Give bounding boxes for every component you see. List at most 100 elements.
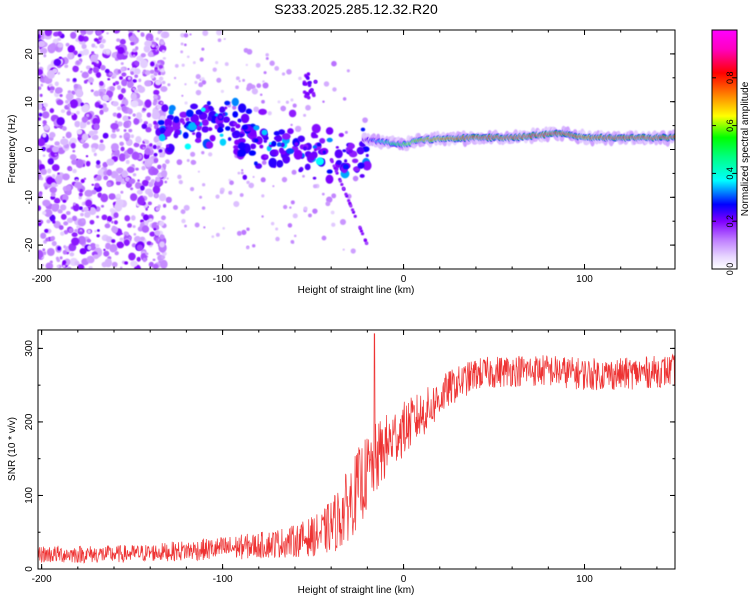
heatmap-blob xyxy=(38,68,44,76)
heatmap-blob xyxy=(130,193,138,202)
heatmap-blob xyxy=(218,115,223,119)
heatmap-blob xyxy=(94,229,97,233)
heatmap-blob xyxy=(42,120,47,125)
heatmap-blob xyxy=(70,31,77,39)
heatmap-blob xyxy=(63,221,69,226)
heatmap-blob xyxy=(134,60,140,67)
heatmap-blob xyxy=(262,80,265,83)
heatmap-blob xyxy=(150,61,155,67)
heatmap-blob xyxy=(166,124,171,128)
heatmap-blob xyxy=(87,245,92,251)
heatmap-blob xyxy=(90,89,94,93)
heatmap-blob xyxy=(245,108,253,115)
heatmap-blob xyxy=(127,147,134,155)
heatmap-blob xyxy=(153,158,159,164)
heatmap-blob xyxy=(219,138,227,146)
heatmap-blob xyxy=(53,58,62,67)
heatmap-blob xyxy=(255,62,261,68)
heatmap-blob xyxy=(104,223,111,229)
heatmap-blob xyxy=(207,127,213,132)
heatmap-blob xyxy=(131,164,135,168)
heatmap-blob xyxy=(165,196,172,203)
heatmap-blob xyxy=(87,77,94,84)
heatmap-blob xyxy=(80,178,85,184)
heatmap-blob xyxy=(42,199,51,207)
snr-frame xyxy=(37,329,676,570)
heatmap-blob xyxy=(159,241,165,248)
heatmap-blob xyxy=(153,89,160,96)
heatmap-blob xyxy=(168,126,175,133)
heatmap-blob xyxy=(68,227,74,234)
heatmap-blob xyxy=(237,171,241,175)
heatmap-blob xyxy=(41,146,46,152)
heatmap-blob xyxy=(304,94,308,99)
heatmap-blob xyxy=(159,234,165,240)
heatmap-blob xyxy=(54,46,59,51)
heatmap-blob xyxy=(117,46,125,54)
heatmap-blob xyxy=(42,210,47,215)
heatmap-blob xyxy=(69,167,73,171)
snr-x-label: Height of straight line (km) xyxy=(298,585,415,596)
heatmap-blob xyxy=(222,116,231,123)
heatmap-blob xyxy=(153,71,158,77)
heatmap-blob xyxy=(335,160,342,166)
heatmap-blob xyxy=(308,153,316,162)
x-tick-label: 0 xyxy=(401,274,407,285)
heatmap-blob xyxy=(183,33,189,38)
heatmap-blob xyxy=(326,137,333,143)
heatmap-blob xyxy=(60,231,65,236)
heatmap-blob xyxy=(78,192,83,197)
heatmap-blob xyxy=(56,116,65,126)
heatmap-blob xyxy=(50,182,57,188)
heatmap-blob xyxy=(136,244,144,252)
heatmap-blob xyxy=(91,183,95,186)
heatmap-blob xyxy=(233,135,237,138)
heatmap-blob xyxy=(207,115,213,122)
heatmap-blob xyxy=(232,105,237,110)
heatmap-blob xyxy=(311,91,316,96)
heatmap-blob xyxy=(78,206,83,211)
heatmap-blob xyxy=(161,49,166,53)
heatmap-blob xyxy=(86,113,90,118)
heatmap-blob xyxy=(180,50,184,54)
heatmap-blob xyxy=(146,241,152,246)
heatmap-blob xyxy=(127,223,132,228)
heatmap-blob xyxy=(119,135,123,139)
heatmap-blob xyxy=(194,80,198,84)
heatmap-blob xyxy=(52,31,59,37)
heatmap-blob xyxy=(348,201,352,205)
heatmap-blob xyxy=(148,218,153,222)
heatmap-blob xyxy=(57,31,63,37)
heatmap-blob xyxy=(59,93,63,98)
heatmap-blob xyxy=(311,123,321,134)
heatmap-blob xyxy=(72,78,77,82)
heatmap-blob xyxy=(110,133,117,139)
heatmap-blob xyxy=(101,38,106,44)
heatmap-blob xyxy=(177,174,182,180)
heatmap-blob xyxy=(349,204,353,208)
heatmap-blob xyxy=(245,63,249,67)
heatmap-blob xyxy=(250,143,257,150)
heatmap-blob xyxy=(44,186,48,190)
heatmap-blob xyxy=(155,45,160,49)
heatmap-blob xyxy=(72,215,78,222)
x-tick-label: 100 xyxy=(576,574,593,585)
heatmap-blob xyxy=(78,34,85,42)
y-tick-label: 0 xyxy=(24,566,35,572)
heatmap-blob xyxy=(315,157,324,166)
heatmap-blob xyxy=(69,137,77,144)
heatmap-blob xyxy=(100,64,106,71)
heatmap-blob xyxy=(154,66,158,70)
heatmap-blob xyxy=(128,236,132,240)
heatmap-blob xyxy=(131,87,136,91)
colorbar: 0.00.20.40.60.8 Normalized spectral ampl… xyxy=(711,29,750,275)
heatmap-blob xyxy=(206,101,211,106)
heatmap-blob xyxy=(225,126,231,131)
heatmap-blob xyxy=(227,137,232,141)
x-tick-label: -100 xyxy=(213,274,233,285)
heatmap-blob xyxy=(112,112,118,117)
heatmap-blob xyxy=(276,160,284,168)
heatmap-blob xyxy=(281,72,286,76)
x-tick-label: 100 xyxy=(576,274,593,285)
heatmap-blob xyxy=(334,169,338,173)
